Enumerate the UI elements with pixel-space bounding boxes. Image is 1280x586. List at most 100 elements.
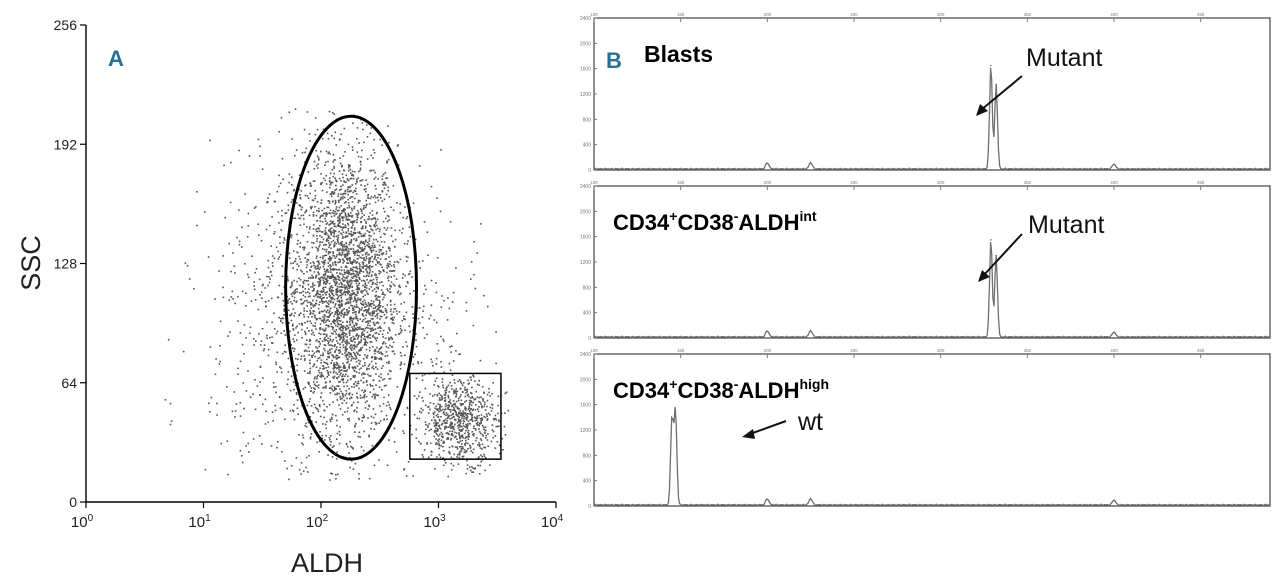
scatter-point (359, 266, 361, 268)
scatter-point (364, 407, 367, 409)
scatter-point (314, 355, 316, 358)
scatter-point (417, 317, 420, 320)
scatter-point (332, 321, 335, 324)
scatter-point (230, 161, 232, 164)
scatter-point (376, 260, 379, 263)
scatter-point (363, 373, 365, 375)
scatter-point (354, 381, 357, 383)
scatter-point (382, 311, 385, 314)
scatter-point (355, 187, 357, 190)
scatter-point (460, 435, 463, 438)
scatter-point (364, 232, 367, 235)
scatter-point (385, 253, 388, 255)
scatter-point (324, 270, 326, 273)
scatter-point (369, 303, 372, 306)
scatter-point (350, 298, 353, 300)
scatter-point (333, 137, 336, 140)
scatter-point (345, 181, 347, 183)
scatter-point (320, 202, 322, 204)
scatter-point (320, 375, 322, 377)
scatter-point (390, 317, 392, 320)
scatter-point (458, 420, 461, 422)
scatter-point (328, 436, 331, 439)
scatter-point (441, 397, 444, 400)
scatter-point (332, 376, 334, 379)
scatter-point (411, 433, 413, 436)
scatter-point (309, 398, 311, 400)
x-tick-label: 350 (1024, 180, 1032, 185)
scatter-point (446, 422, 448, 424)
scatter-point (362, 300, 364, 303)
trace-panel: 100 150 200 250 300 350 400 4500400800120016002… (580, 348, 1271, 510)
scatter-point (363, 265, 365, 267)
scatter-point (380, 264, 382, 266)
scatter-point (470, 278, 472, 280)
scatter-point (466, 464, 469, 466)
scatter-point (326, 271, 328, 273)
scatter-point (322, 297, 324, 299)
y-tick-label: 0 (69, 494, 77, 510)
scatter-point (398, 333, 401, 335)
scatter-point (330, 387, 332, 389)
scatter-point (360, 336, 363, 339)
scatter-point (326, 362, 328, 365)
scatter-point (459, 445, 461, 448)
scatter-point (325, 213, 328, 216)
scatter-point (279, 236, 281, 238)
scatter-point (433, 422, 435, 424)
scatter-point (334, 278, 336, 280)
scatter-point (370, 275, 373, 277)
scatter-point (329, 220, 332, 222)
scatter-point (437, 403, 439, 405)
scatter-point (322, 287, 324, 290)
scatter-point (294, 334, 296, 336)
scatter-point (465, 419, 468, 421)
scatter-point (455, 400, 458, 403)
x-tick-label: 250 (850, 180, 858, 185)
scatter-point (460, 430, 462, 432)
scatter-point (278, 256, 281, 258)
scatter-point (468, 432, 471, 435)
scatter-point (357, 328, 359, 331)
scatter-point (333, 255, 336, 257)
scatter-point (356, 323, 358, 325)
scatter-point (351, 170, 354, 173)
scatter-point (268, 193, 271, 195)
scatter-point (295, 357, 297, 360)
y-tick-label: 1200 (580, 428, 591, 434)
scatter-point (297, 239, 299, 242)
scatter-point (341, 305, 343, 307)
scatter-point (346, 266, 348, 269)
scatter-point (340, 323, 342, 326)
scatter-point (434, 431, 437, 433)
scatter-point (438, 410, 440, 413)
scatter-point (329, 267, 332, 269)
scatter-point (459, 387, 462, 390)
scatter-point (387, 279, 390, 282)
scatter-point (340, 205, 342, 207)
scatter-point (339, 328, 341, 330)
scatter-point (356, 221, 358, 224)
scatter-point (361, 247, 364, 249)
scatter-point (309, 385, 311, 387)
scatter-point (220, 442, 223, 445)
scatter-point (350, 378, 352, 380)
scatter-point (359, 167, 362, 170)
scatter-point (317, 290, 319, 292)
scatter-point (349, 352, 352, 355)
y-tick-label: 400 (583, 479, 592, 485)
scatter-point (467, 425, 469, 427)
scatter-point (319, 279, 322, 282)
scatter-point (219, 320, 222, 323)
scatter-point (341, 402, 344, 404)
scatter-point (293, 299, 295, 302)
scatter-point (400, 292, 402, 295)
scatter-point (472, 448, 475, 451)
scatter-point (342, 176, 344, 179)
scatter-point (367, 310, 369, 313)
scatter-point (357, 319, 359, 322)
scatter-point (328, 212, 330, 214)
scatter-point (336, 254, 338, 256)
scatter-point (320, 298, 323, 300)
scatter-point (450, 434, 453, 436)
